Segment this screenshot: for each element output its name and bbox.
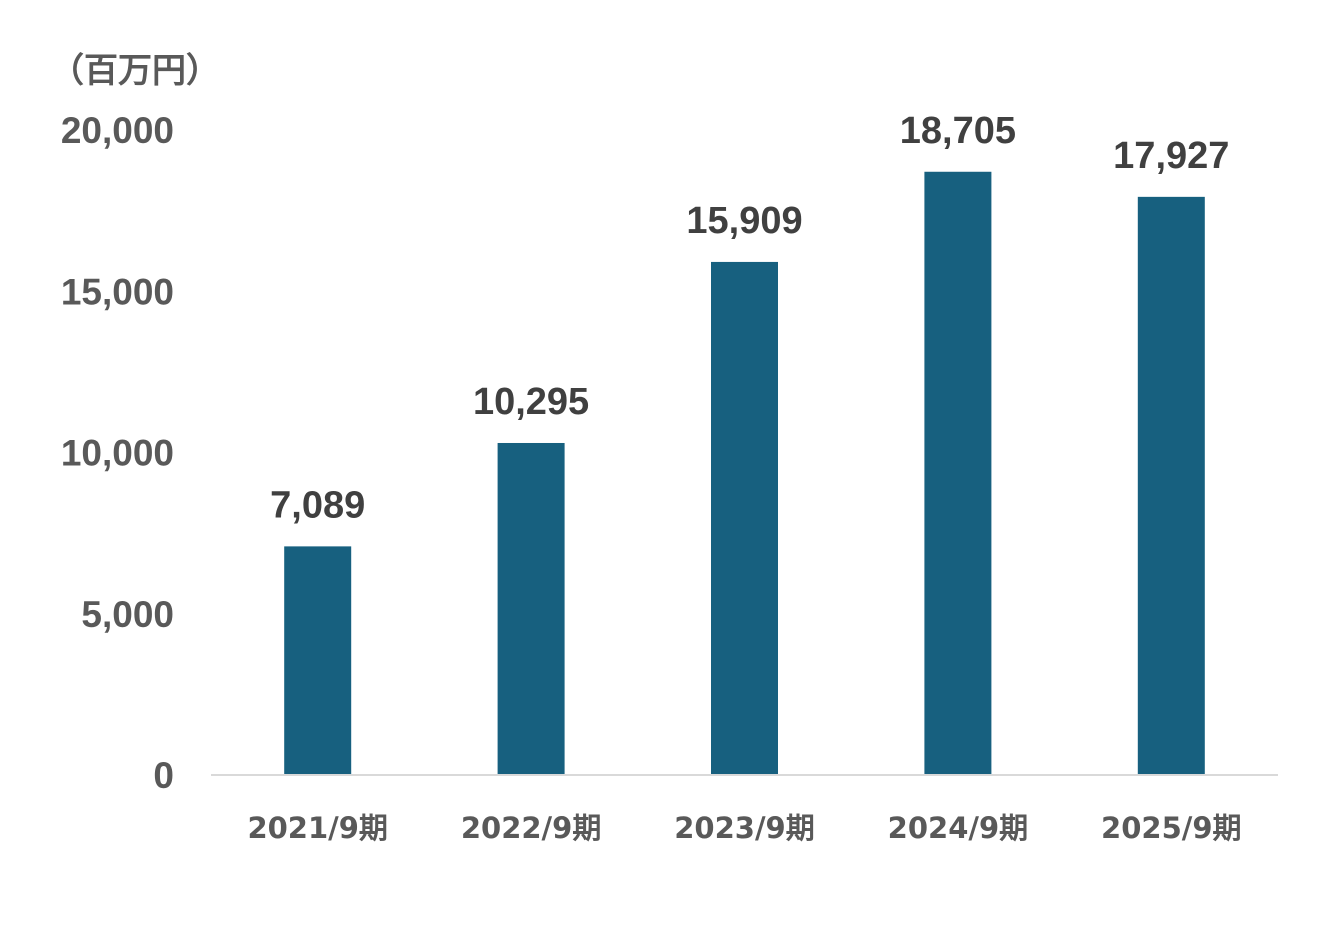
bar-value-label: 17,927 [1113, 135, 1229, 177]
x-tick-label: 2021/9期 [247, 811, 387, 845]
y-tick-label: 10,000 [61, 433, 174, 474]
x-axis-ticks: 2021/9期 2022/9期 2023/9期 2024/9期 2025/9期 [247, 811, 1241, 845]
y-tick-label: 20,000 [61, 110, 174, 151]
bar-value-label: 18,705 [900, 110, 1016, 152]
bar-value-label: 10,295 [473, 381, 589, 423]
bar [711, 261, 778, 775]
bar [924, 171, 992, 776]
bar [497, 442, 565, 775]
y-axis-unit-label: （百万円） [50, 51, 220, 91]
y-tick-label: 15,000 [61, 271, 174, 312]
bar-value-label: 7,089 [270, 484, 365, 526]
x-tick-label: 2023/9期 [674, 811, 814, 845]
x-tick-label: 2022/9期 [461, 811, 601, 845]
y-tick-label: 0 [153, 755, 174, 796]
bar-value-label: 15,909 [686, 200, 802, 242]
bar-series [284, 171, 1205, 776]
x-tick-label: 2025/9期 [1101, 811, 1241, 845]
bar [1137, 196, 1205, 775]
bar [284, 546, 352, 775]
y-tick-label: 5,000 [81, 594, 174, 635]
data-labels: 7,089 10,295 15,909 18,705 17,927 [270, 110, 1229, 527]
x-tick-label: 2024/9期 [888, 811, 1028, 845]
y-axis-ticks: 0 5,000 10,000 15,000 20,000 [61, 110, 174, 796]
